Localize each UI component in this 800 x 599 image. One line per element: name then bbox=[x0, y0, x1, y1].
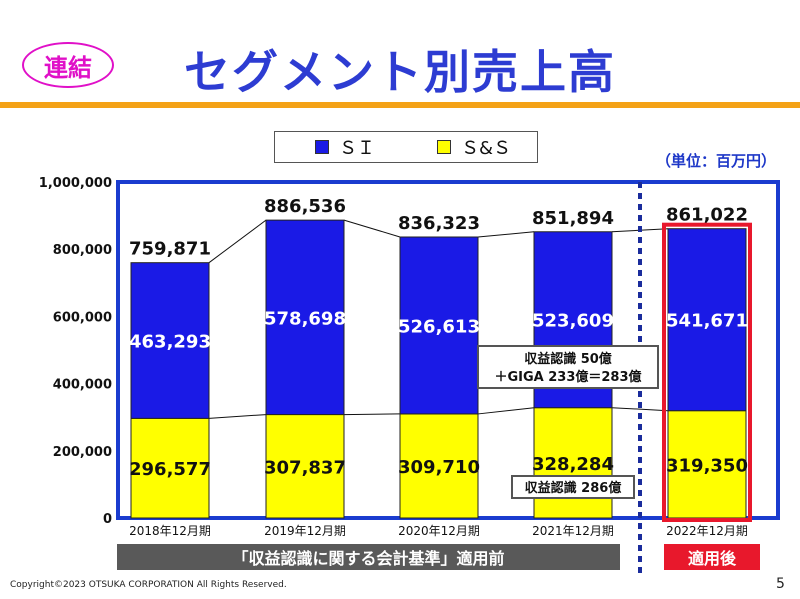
ss-annotation-box bbox=[511, 475, 635, 499]
legend-item-ss: Ｓ&Ｓ bbox=[437, 134, 511, 160]
total-connector-line bbox=[477, 231, 535, 238]
y-tick-label: 600,000 bbox=[53, 310, 112, 325]
data-label-total: 836,323 bbox=[398, 213, 480, 234]
y-tick-label: 200,000 bbox=[53, 445, 112, 460]
data-label-si: 523,609 bbox=[532, 311, 614, 332]
after-standard-banner: 適用後 bbox=[664, 544, 760, 570]
legend-swatch-ss bbox=[437, 140, 451, 154]
y-tick-label: 400,000 bbox=[53, 378, 112, 393]
data-label-si: 541,671 bbox=[666, 311, 748, 332]
data-label-total: 851,894 bbox=[532, 208, 614, 229]
consolidated-badge: 連結 bbox=[22, 42, 114, 88]
before-standard-banner: 「収益認識に関する会計基準」適用前 bbox=[117, 544, 620, 570]
ss-connector-line bbox=[208, 414, 267, 419]
x-tick-label: 2020年12月期 bbox=[398, 524, 480, 538]
y-tick-label: 0 bbox=[103, 512, 112, 527]
si-annotation-line2: ＋GIGA 233億＝283億 bbox=[494, 369, 641, 385]
unit-label: （単位：百万円） bbox=[656, 152, 777, 170]
bar-ss bbox=[533, 407, 613, 519]
legend-swatch-si bbox=[315, 140, 329, 154]
x-tick-label: 2019年12月期 bbox=[264, 524, 346, 538]
legend-item-si: ＳＩ bbox=[315, 134, 375, 160]
data-label-si: 463,293 bbox=[129, 332, 211, 353]
x-tick-label: 2018年12月期 bbox=[129, 524, 211, 538]
ss-connector-line bbox=[477, 407, 535, 415]
bar-si bbox=[399, 236, 479, 415]
si-annotation-box bbox=[477, 345, 659, 389]
data-label-ss: 296,577 bbox=[129, 459, 211, 480]
data-label-ss: 319,350 bbox=[666, 455, 748, 476]
bar-ss bbox=[399, 413, 479, 519]
highlight-2022-box bbox=[662, 222, 752, 523]
legend-label-ss: Ｓ&Ｓ bbox=[461, 138, 512, 159]
page-number: 5 bbox=[776, 576, 785, 592]
y-tick-label: 1,000,000 bbox=[39, 176, 112, 191]
data-label-ss: 328,284 bbox=[532, 454, 614, 475]
ss-connector-line bbox=[611, 407, 669, 412]
data-label-ss: 309,710 bbox=[398, 457, 480, 478]
page-title: セグメント別売上高 bbox=[184, 45, 616, 99]
total-connector-line bbox=[208, 219, 267, 264]
data-label-si: 578,698 bbox=[264, 308, 346, 329]
title-underline bbox=[0, 102, 800, 108]
ss-connector-line bbox=[343, 413, 401, 416]
data-label-si: 526,613 bbox=[398, 316, 480, 337]
total-connector-line bbox=[343, 219, 401, 238]
bar-si bbox=[130, 262, 210, 419]
data-label-total: 759,871 bbox=[129, 239, 211, 260]
si-annotation-line1: 収益認識 50億 bbox=[524, 351, 612, 367]
copyright: Copyright©2023 OTSUKA CORPORATION All Ri… bbox=[10, 580, 287, 590]
data-label-total: 886,536 bbox=[264, 196, 346, 217]
bar-ss bbox=[667, 410, 747, 519]
x-tick-label: 2022年12月期 bbox=[666, 524, 748, 538]
y-tick-label: 800,000 bbox=[53, 243, 112, 258]
bar-si bbox=[667, 228, 747, 412]
x-tick-label: 2021年12月期 bbox=[532, 524, 614, 538]
chart-legend: ＳＩ Ｓ&Ｓ bbox=[274, 131, 538, 163]
data-label-ss: 307,837 bbox=[264, 457, 346, 478]
bar-ss bbox=[130, 417, 210, 519]
legend-label-si: ＳＩ bbox=[339, 138, 375, 159]
bar-si bbox=[265, 219, 345, 416]
ss-annotation-text: 収益認識 286億 bbox=[525, 480, 622, 496]
data-label-total: 861,022 bbox=[666, 205, 748, 226]
